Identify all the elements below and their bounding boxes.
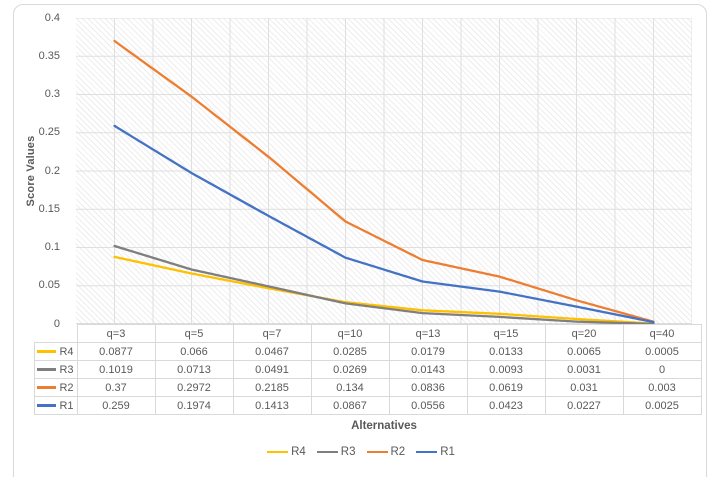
table-value-cell: 0.0005	[622, 342, 702, 361]
table-value-cell: 0.1413	[232, 396, 312, 415]
plot-area	[76, 18, 692, 324]
table-value-cell: 0.0423	[466, 396, 546, 415]
y-tick-label: 0.25	[38, 126, 60, 139]
legend-label: R2	[390, 446, 406, 458]
series-line-r2	[113, 39, 655, 323]
chart-legend: R4 R3 R2 R1	[14, 446, 708, 458]
series-name: R1	[59, 399, 74, 412]
legend-label: R4	[291, 446, 306, 458]
table-row-r1: R1 0.259 0.1974 0.1413 0.0867 0.0556 0.0423 0.0…	[34, 396, 702, 415]
table-value-cell: 0.0491	[232, 360, 312, 379]
y-tick-label: 0.05	[38, 279, 60, 292]
table-value-cell: 0.031	[544, 378, 624, 397]
table-value-cell: 0.0179	[388, 342, 468, 361]
table-value-cell: 0.0285	[310, 342, 390, 361]
series-name: R4	[59, 345, 74, 358]
table-value-cell: 0.003	[622, 378, 702, 397]
y-tick-label: 0.4	[44, 11, 60, 24]
series-name: R3	[59, 363, 74, 376]
table-row-r3: R3 0.1019 0.0713 0.0491 0.0269 0.0143 0.0093 0.…	[34, 360, 702, 379]
legend-item-r1: R1	[416, 446, 455, 458]
table-value-cell: 0.259	[76, 396, 156, 415]
table-value-cell: 0.134	[310, 378, 390, 397]
table-value-cell: 0.0031	[544, 360, 624, 379]
table-category-header: q=40	[622, 324, 702, 343]
series-name: R2	[59, 381, 74, 394]
chart-frame: Score Values 0.4 0.35 0.3 0.25 0.2 0.15 0.1 0.0…	[13, 4, 707, 477]
table-value-cell: 0.066	[154, 342, 234, 361]
legend-line-icon	[316, 450, 338, 454]
table-category-header: q=10	[310, 324, 390, 343]
legend-line-icon	[416, 450, 438, 454]
table-value-cell: 0.0556	[388, 396, 468, 415]
series-line-r4	[113, 255, 655, 324]
table-category-header: q=7	[232, 324, 312, 343]
legend-label: R3	[340, 446, 356, 458]
table-category-header: q=13	[388, 324, 468, 343]
legend-item-r4: R4	[267, 446, 306, 458]
series-label-cell: R2	[34, 378, 78, 397]
table-value-cell: 0.0619	[466, 378, 546, 397]
plot-svg	[76, 18, 692, 324]
chart-data-table: q=3 q=5 q=7 q=10 q=13 q=15 q=20 q=40 R4 0.0877 0.0…	[34, 324, 702, 415]
table-value-cell: 0.0877	[76, 342, 156, 361]
legend-item-r2: R2	[366, 446, 406, 458]
table-value-cell: 0.0836	[388, 378, 468, 397]
table-value-cell: 0.0467	[232, 342, 312, 361]
table-value-cell: 0.0269	[310, 360, 390, 379]
series-label-cell: R1	[34, 396, 78, 415]
table-value-cell: 0.0143	[388, 360, 468, 379]
x-axis-title: Alternatives	[351, 420, 417, 432]
y-tick-label: 0.2	[44, 164, 60, 177]
table-value-cell: 0.2972	[154, 378, 234, 397]
table-value-cell: 0.0133	[466, 342, 546, 361]
table-value-cell: 0.2185	[232, 378, 312, 397]
series-line-r1	[113, 124, 655, 324]
legend-item-r3: R3	[316, 446, 356, 458]
legend-line-icon	[267, 450, 289, 454]
table-corner-cell	[34, 324, 78, 343]
table-category-header: q=20	[544, 324, 624, 343]
table-value-cell: 0.0227	[544, 396, 624, 415]
table-value-cell: 0.37	[76, 378, 156, 397]
legend-line-icon	[366, 450, 388, 454]
table-category-header: q=15	[466, 324, 546, 343]
y-tick-label: 0	[53, 317, 60, 330]
legend-label: R1	[440, 446, 455, 458]
table-value-cell: 0.0093	[466, 360, 546, 379]
series-label-cell: R4	[34, 342, 78, 361]
table-value-cell: 0.0867	[310, 396, 390, 415]
y-tick-label: 0.1	[44, 241, 60, 253]
table-value-cell: 0.0025	[622, 396, 702, 415]
table-value-cell: 0	[622, 360, 702, 379]
table-value-cell: 0.0065	[544, 342, 624, 361]
table-category-header: q=3	[76, 324, 156, 343]
y-tick-label: 0.35	[38, 49, 60, 62]
legend-key-line-icon	[37, 350, 56, 353]
table-category-header: q=5	[154, 324, 234, 343]
legend-key-line-icon	[37, 386, 56, 389]
legend-key-line-icon	[37, 368, 56, 371]
table-value-cell: 0.1974	[154, 396, 234, 415]
table-row-r4: R4 0.0877 0.066 0.0467 0.0285 0.0179 0.0133 0.0…	[34, 342, 702, 361]
table-value-cell: 0.1019	[76, 360, 156, 379]
y-tick-label: 0.15	[38, 202, 60, 215]
table-header-row: q=3 q=5 q=7 q=10 q=13 q=15 q=20 q=40	[34, 324, 702, 343]
series-line-r3	[113, 244, 655, 324]
series-label-cell: R3	[34, 360, 78, 379]
legend-key-line-icon	[37, 404, 56, 407]
table-row-r2: R2 0.37 0.2972 0.2185 0.134 0.0836 0.0619 0.031…	[34, 378, 702, 397]
y-tick-label: 0.3	[44, 88, 60, 100]
table-value-cell: 0.0713	[154, 360, 234, 379]
